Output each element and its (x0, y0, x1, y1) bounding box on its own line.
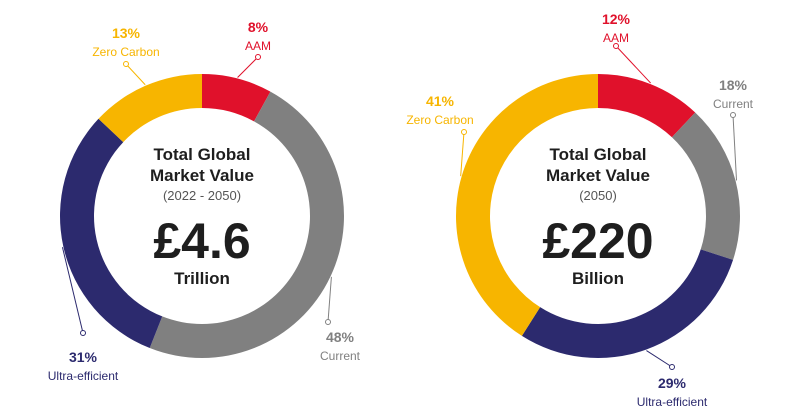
center-title-line2: Market Value (546, 166, 650, 185)
pct-label-zero-carbon: 13% (112, 25, 141, 41)
callout-line-aam (237, 56, 259, 78)
slice-current (149, 91, 344, 358)
callout-line-ultra-efficient (61, 247, 84, 334)
callout-dot-aam (613, 43, 619, 49)
slice-current (671, 112, 740, 260)
callout-line-zero-carbon (460, 131, 465, 177)
slice-name-zero-carbon: Zero Carbon (92, 45, 159, 59)
callout-line-aam (615, 45, 652, 84)
callout-dot-zero-carbon (461, 129, 467, 135)
center-title-line1: Total Global (550, 145, 647, 164)
slice-name-aam: AAM (603, 31, 629, 45)
pct-label-current: 48% (326, 329, 355, 345)
callout-dot-aam (255, 54, 261, 60)
slice-aam (202, 74, 271, 122)
slice-name-ultra-efficient: Ultra-efficient (48, 369, 119, 383)
callout-line-current (732, 114, 738, 181)
pct-label-current: 18% (719, 77, 748, 93)
center-period: (2050) (579, 188, 617, 203)
pct-label-ultra-efficient: 29% (658, 375, 687, 391)
slice-name-aam: AAM (245, 39, 271, 53)
callout-dot-ultra-efficient (669, 364, 675, 370)
center-title-line2: Market Value (150, 166, 254, 185)
center-title-line1: Total Global (154, 145, 251, 164)
donut-chart-1: 8% AAM 48% Current 31% Ultra-efficient 13% Zero… (48, 19, 361, 383)
slice-name-ultra-efficient: Ultra-efficient (637, 395, 708, 409)
center-unit: Billion (572, 269, 624, 288)
donut-chart-2: 12% AAM 18% Current 29% Ultra-efficient 41% Zer… (406, 11, 753, 409)
callout-line-zero-carbon (125, 63, 146, 86)
slice-aam (598, 74, 696, 138)
slice-name-zero-carbon: Zero Carbon (406, 113, 473, 127)
center-value: £220 (542, 213, 653, 269)
slice-ultra-efficient (521, 249, 734, 359)
callout-line-current (327, 276, 332, 323)
center-value: £4.6 (153, 213, 250, 269)
center-period: (2022 - 2050) (163, 188, 241, 203)
callout-dot-ultra-efficient (80, 330, 86, 336)
slice-ultra-efficient (59, 118, 163, 349)
callout-dot-current (325, 319, 331, 325)
slice-name-current: Current (320, 349, 361, 363)
pct-label-aam: 12% (602, 11, 631, 27)
slice-name-current: Current (713, 97, 754, 111)
slice-zero-carbon (456, 74, 598, 336)
callout-line-ultra-efficient (646, 350, 673, 368)
donut-center-text-2: Total Global Market Value (2050) £220Billio… (542, 145, 653, 288)
pct-label-aam: 8% (248, 19, 269, 35)
pct-label-zero-carbon: 41% (426, 93, 455, 109)
pct-label-ultra-efficient: 31% (69, 349, 98, 365)
callout-dot-current (730, 112, 736, 118)
callout-dot-zero-carbon (123, 61, 129, 67)
slice-zero-carbon (98, 74, 202, 143)
center-unit: Trillion (174, 269, 230, 288)
donut-center-text-1: Total Global Market Value (2022 - 2050) £4.… (150, 145, 254, 288)
